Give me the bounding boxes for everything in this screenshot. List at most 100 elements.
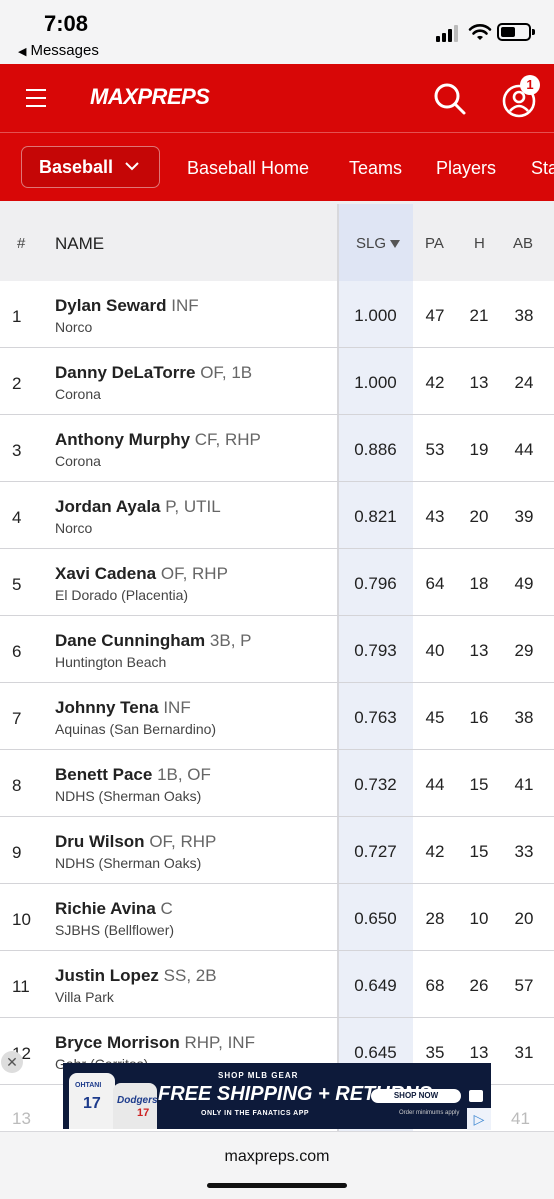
player-name-link[interactable]: Dylan Seward INF (55, 296, 199, 316)
player-name-link[interactable]: Danny DeLaTorre OF, 1B (55, 363, 252, 383)
table-row[interactable]: 11 Justin Lopez SS, 2B Villa Park 0.649 68 26… (0, 951, 554, 1018)
cell-pa: 43 (425, 507, 445, 526)
header-slg[interactable]: SLG (356, 235, 401, 252)
player-name-link[interactable]: Johnny Tena INF (55, 698, 191, 718)
cell-pa: 47 (425, 306, 445, 325)
cell-h: 15 (469, 842, 489, 861)
player-position: SS, 2B (163, 966, 217, 985)
row-rank: 5 (12, 575, 22, 594)
cell-pa: 42 (425, 373, 445, 392)
sport-selector-button[interactable]: Baseball (21, 146, 160, 188)
player-name-link[interactable]: Anthony Murphy CF, RHP (55, 430, 261, 450)
status-bar: 7:08 ◀ Messages (0, 0, 554, 64)
ad-banner[interactable]: 17 OHTANI Dodgers 17 SHOP MLB GEAR FREE … (63, 1063, 491, 1129)
player-school[interactable]: Aquinas (San Bernardino) (55, 721, 217, 737)
menu-icon[interactable] (26, 89, 46, 107)
player-name-link[interactable]: Xavi Cadena OF, RHP (55, 564, 228, 584)
cell-h: 18 (469, 574, 489, 593)
cell-pa: 64 (425, 574, 445, 593)
cell-h: 21 (469, 306, 489, 325)
cell-ab: 38 (514, 708, 534, 727)
cell-pa: 44 (425, 775, 445, 794)
player-school[interactable]: Norco (55, 319, 93, 335)
cell-h: 15 (469, 775, 489, 794)
url-bar[interactable]: maxpreps.com (224, 1148, 330, 1165)
nav-players[interactable]: Players (436, 158, 497, 178)
search-icon[interactable] (433, 82, 467, 116)
nav-stats[interactable]: Sta (531, 158, 554, 178)
fanatics-logo-icon (469, 1090, 483, 1102)
cell-slg: 0.645 (354, 1043, 397, 1062)
player-position: C (160, 899, 173, 918)
header-ab[interactable]: AB (513, 235, 534, 252)
cell-pa: 45 (425, 708, 445, 727)
table-row[interactable]: 7 Johnny Tena INF Aquinas (San Bernardino)… (0, 683, 554, 750)
partial-row-rank: 13 (12, 1109, 31, 1128)
row-rank: 11 (12, 977, 30, 996)
player-name-link[interactable]: Richie Avina C (55, 899, 173, 919)
table-row[interactable]: 5 Xavi Cadena OF, RHP El Dorado (Placentia… (0, 549, 554, 616)
player-position: P, UTIL (165, 497, 221, 516)
wifi-icon (468, 24, 492, 40)
back-to-messages-link[interactable]: ◀ Messages (18, 42, 99, 59)
table-row[interactable]: 4 Jordan Ayala P, UTIL Norco 0.821 43 20 39 (0, 482, 554, 549)
player-position: OF, 1B (200, 363, 253, 382)
ad-headline: FREE SHIPPING + RETURNS (158, 1083, 432, 1105)
header-pa[interactable]: PA (425, 235, 444, 252)
player-school[interactable]: El Dorado (Placentia) (55, 587, 189, 603)
cell-slg: 0.793 (354, 641, 397, 660)
cell-pa: 40 (425, 641, 445, 660)
ad-subline: ONLY IN THE FANATICS APP (201, 1110, 310, 1117)
table-header (0, 201, 554, 281)
account-icon[interactable] (502, 84, 536, 118)
player-name-link[interactable]: Bryce Morrison RHP, INF (55, 1033, 255, 1053)
row-rank: 7 (12, 709, 22, 728)
adchoices-icon[interactable]: ▷ (467, 1108, 491, 1130)
chevron-down-icon (125, 162, 139, 171)
player-school[interactable]: Huntington Beach (55, 654, 167, 670)
player-name-link[interactable]: Dane Cunningham 3B, P (55, 631, 252, 651)
nav-teams[interactable]: Teams (349, 158, 403, 178)
table-row[interactable]: 8 Benett Pace 1B, OF NDHS (Sherman Oaks) 0.… (0, 750, 554, 817)
player-name-link[interactable]: Justin Lopez SS, 2B (55, 966, 217, 986)
player-name-link[interactable]: Benett Pace 1B, OF (55, 765, 211, 785)
cell-slg: 0.796 (354, 574, 397, 593)
ad-top-line: SHOP MLB GEAR (218, 1071, 299, 1080)
nav-baseball-home[interactable]: Baseball Home (187, 158, 310, 178)
back-app-label: Messages (30, 42, 99, 59)
cell-ab: 33 (514, 842, 534, 861)
table-row[interactable]: 6 Dane Cunningham 3B, P Huntington Beach 0.… (0, 616, 554, 683)
player-school[interactable]: SJBHS (Bellflower) (55, 922, 175, 938)
player-name-link[interactable]: Jordan Ayala P, UTIL (55, 497, 221, 517)
player-school[interactable]: Corona (55, 386, 101, 402)
table-row[interactable]: 9 Dru Wilson OF, RHP NDHS (Sherman Oaks) 0.… (0, 817, 554, 884)
header-name[interactable]: NAME (55, 234, 105, 253)
back-triangle-icon: ◀ (18, 46, 27, 58)
close-ad-icon[interactable]: ✕ (1, 1051, 23, 1073)
player-school[interactable]: Villa Park (55, 989, 114, 1005)
cell-h: 13 (469, 373, 489, 392)
player-name-link[interactable]: Dru Wilson OF, RHP (55, 832, 216, 852)
cell-slg: 1.000 (354, 373, 397, 392)
table-row[interactable]: 1 Dylan Seward INF Norco 1.000 47 21 38 (0, 281, 554, 348)
cell-h: 13 (469, 641, 489, 660)
maxpreps-logo[interactable]: MAXPREPS (90, 84, 210, 109)
notification-badge: 1 (520, 75, 540, 95)
player-school[interactable]: NDHS (Sherman Oaks) (55, 788, 202, 804)
table-row[interactable]: 3 Anthony Murphy CF, RHP Corona 0.886 53 19 44 (0, 415, 554, 482)
row-rank: 6 (12, 642, 22, 661)
table-row[interactable]: 10 Richie Avina C SJBHS (Bellflower) 0.650 2… (0, 884, 554, 951)
cell-h: 26 (469, 976, 489, 995)
cell-ab: 20 (514, 909, 534, 928)
player-position: RHP, INF (184, 1033, 255, 1052)
player-school[interactable]: Corona (55, 453, 101, 469)
home-indicator[interactable] (207, 1183, 347, 1188)
header-h[interactable]: H (474, 235, 485, 252)
ad-shop-now-button[interactable]: SHOP NOW (371, 1089, 461, 1103)
table-row[interactable]: 2 Danny DeLaTorre OF, 1B Corona 1.000 42 13 24 (0, 348, 554, 415)
player-school[interactable]: Norco (55, 520, 93, 536)
cell-slg: 0.649 (354, 976, 397, 995)
player-position: OF, RHP (160, 564, 228, 583)
player-school[interactable]: NDHS (Sherman Oaks) (55, 855, 202, 871)
